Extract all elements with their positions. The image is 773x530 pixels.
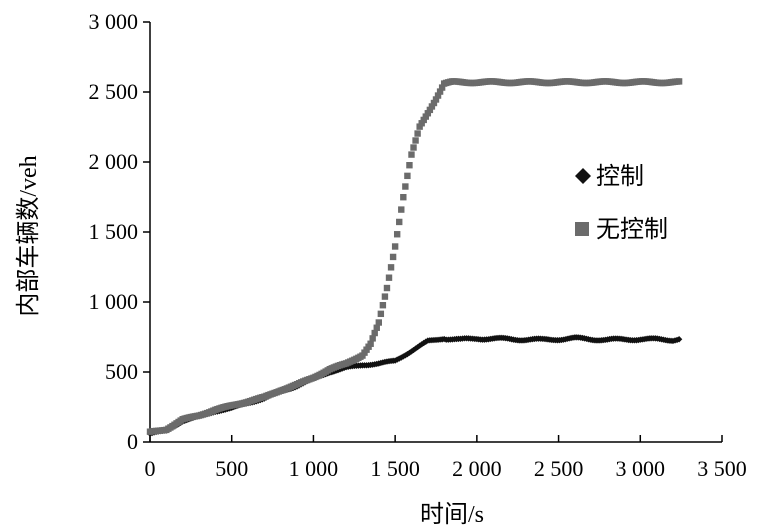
y-tick-label: 2 000 bbox=[89, 149, 139, 174]
legend-label-control: 控制 bbox=[596, 163, 644, 190]
x-tick-label: 3 500 bbox=[697, 456, 747, 481]
y-tick-label: 1 000 bbox=[89, 289, 139, 314]
point-square bbox=[424, 110, 432, 117]
y-tick-label: 3 000 bbox=[89, 9, 139, 34]
point-square bbox=[438, 84, 446, 91]
x-tick-label: 1 500 bbox=[370, 456, 420, 481]
point-square bbox=[430, 99, 438, 107]
legend: 控制 无控制 bbox=[575, 163, 668, 243]
point-square bbox=[432, 96, 440, 103]
x-tick-label: 2 500 bbox=[534, 456, 584, 481]
point-square bbox=[410, 144, 417, 151]
point-square bbox=[385, 274, 393, 281]
point-square bbox=[375, 319, 382, 326]
point-square bbox=[675, 78, 683, 85]
point-square bbox=[418, 120, 425, 127]
point-square bbox=[383, 284, 391, 292]
point-square bbox=[381, 293, 389, 300]
point-square bbox=[436, 88, 444, 95]
point-square bbox=[414, 130, 421, 137]
y-tick-label: 500 bbox=[105, 359, 138, 384]
legend-item-control: 控制 bbox=[575, 163, 644, 190]
point-square bbox=[420, 116, 427, 124]
y-axis-title: 内部车辆数/veh bbox=[15, 155, 42, 316]
point-square bbox=[412, 137, 419, 144]
point-square bbox=[389, 253, 397, 261]
x-axis-title: 时间/s bbox=[420, 501, 484, 528]
point-square bbox=[422, 113, 429, 120]
legend-marker-diamond bbox=[575, 168, 591, 184]
x-tick-label: 1 000 bbox=[289, 456, 339, 481]
point-diamond bbox=[675, 336, 683, 343]
series-layer bbox=[146, 78, 683, 437]
point-square bbox=[391, 243, 399, 250]
y-tick-label: 2 500 bbox=[89, 79, 139, 104]
point-square bbox=[404, 172, 411, 180]
point-square bbox=[402, 183, 409, 190]
point-square bbox=[408, 151, 415, 158]
x-ticks: 0 500 1 000 1 500 2 000 2 500 3 000 3 500 bbox=[145, 435, 747, 481]
legend-item-no-control: 无控制 bbox=[575, 216, 668, 243]
point-square bbox=[393, 231, 401, 238]
point-square bbox=[434, 92, 442, 99]
point-square bbox=[373, 324, 380, 331]
legend-label-no-control: 无控制 bbox=[596, 216, 668, 243]
point-square bbox=[400, 193, 407, 201]
point-square bbox=[377, 310, 385, 318]
point-square bbox=[367, 340, 374, 347]
point-square bbox=[369, 335, 376, 342]
series-no-control bbox=[146, 78, 683, 435]
point-square bbox=[371, 329, 378, 337]
point-square bbox=[428, 103, 436, 110]
point-square bbox=[416, 123, 423, 130]
point-square bbox=[387, 264, 395, 271]
series-control bbox=[146, 334, 683, 437]
point-square bbox=[396, 218, 403, 226]
y-tick-label: 1 500 bbox=[89, 219, 139, 244]
y-tick-label: 0 bbox=[127, 429, 138, 454]
point-square bbox=[426, 106, 434, 114]
x-tick-label: 3 000 bbox=[616, 456, 666, 481]
x-tick-label: 500 bbox=[215, 456, 248, 481]
point-square bbox=[398, 206, 405, 213]
point-square bbox=[406, 162, 413, 169]
y-ticks: 0 500 1 000 1 500 2 000 2 500 3 000 bbox=[89, 9, 150, 454]
x-tick-label: 0 bbox=[145, 456, 156, 481]
point-square bbox=[379, 302, 387, 309]
legend-marker-square bbox=[575, 222, 589, 236]
x-tick-label: 2 000 bbox=[452, 456, 502, 481]
